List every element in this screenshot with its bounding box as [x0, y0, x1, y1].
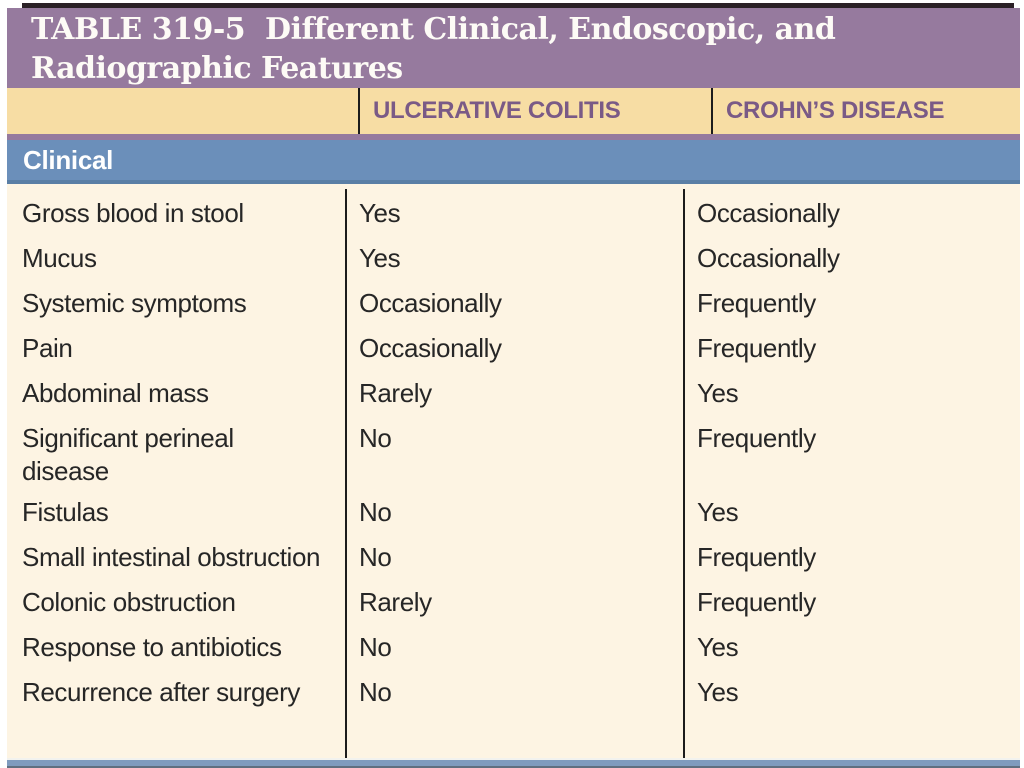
cd-cell: Frequently: [683, 577, 1020, 623]
column-header-ulcerative-colitis: ULCERATIVE COLITIS: [358, 88, 711, 135]
table-row: Systemic symptoms Occasionally Frequentl…: [7, 278, 1020, 324]
comparison-table: TABLE 319-5 Different Clinical, Endoscop…: [7, 8, 1020, 768]
cd-cell: Frequently: [683, 532, 1020, 578]
feature-cell: Small intestinal obstruction: [22, 541, 321, 572]
column-header-blank: [7, 88, 358, 134]
section-header-clinical: Clinical: [7, 140, 1020, 184]
uc-cell: Rarely: [345, 577, 683, 623]
table-row: Significant perineal disease No Frequent…: [7, 413, 1020, 488]
column-header-crohns-disease: CROHN’S DISEASE: [711, 88, 1020, 135]
table-body: Gross blood in stool Yes Occasionally Mu…: [7, 183, 1020, 758]
uc-cell: No: [345, 487, 683, 533]
feature-cell: Fistulas: [22, 496, 109, 527]
uc-cell: No: [345, 622, 683, 668]
table-row-spacer: [7, 712, 1020, 758]
cd-cell: Occasionally: [683, 188, 1020, 234]
feature-cell: Gross blood in stool: [22, 197, 244, 228]
uc-cell: Occasionally: [345, 278, 683, 324]
table-row: Colonic obstruction Rarely Frequently: [7, 577, 1020, 623]
table-row: Response to antibiotics No Yes: [7, 622, 1020, 668]
feature-cell: Recurrence after surgery: [22, 676, 300, 707]
feature-cell: Pain: [22, 332, 73, 363]
table-row: Fistulas No Yes: [7, 487, 1020, 533]
cd-cell: Yes: [683, 368, 1020, 414]
feature-cell: Mucus: [22, 242, 97, 273]
feature-cell: Colonic obstruction: [22, 586, 236, 617]
uc-cell: Yes: [345, 233, 683, 279]
table-row: Gross blood in stool Yes Occasionally: [7, 188, 1020, 234]
feature-cell: Abdominal mass: [22, 377, 209, 408]
cd-cell: Frequently: [683, 413, 1020, 488]
divider-strip: [7, 134, 1020, 141]
cd-cell: Frequently: [683, 323, 1020, 369]
feature-cell: Systemic symptoms: [22, 287, 247, 318]
uc-cell: No: [345, 667, 683, 713]
table-title-bar: TABLE 319-5 Different Clinical, Endoscop…: [7, 8, 1020, 88]
column-header-row: ULCERATIVE COLITIS CROHN’S DISEASE: [7, 88, 1020, 135]
table-row: Mucus Yes Occasionally: [7, 233, 1020, 279]
uc-cell: No: [345, 413, 683, 488]
feature-cell: Significant perineal disease: [22, 422, 234, 486]
cd-cell: Yes: [683, 667, 1020, 713]
feature-cell: Response to antibiotics: [22, 631, 282, 662]
table-row: Abdominal mass Rarely Yes: [7, 368, 1020, 414]
uc-cell: No: [345, 532, 683, 578]
table-row: Recurrence after surgery No Yes: [7, 667, 1020, 713]
top-rule: [22, 3, 1014, 8]
table-row: Pain Occasionally Frequently: [7, 323, 1020, 369]
section-label: Clinical: [23, 144, 114, 175]
uc-cell: Occasionally: [345, 323, 683, 369]
cd-cell: Yes: [683, 622, 1020, 668]
uc-cell: Rarely: [345, 368, 683, 414]
cd-cell: Occasionally: [683, 233, 1020, 279]
table-row: Small intestinal obstruction No Frequent…: [7, 532, 1020, 578]
bottom-rule: [7, 757, 1020, 768]
table-title: TABLE 319-5 Different Clinical, Endoscop…: [31, 12, 846, 86]
cd-cell: Yes: [683, 487, 1020, 533]
uc-cell: Yes: [345, 188, 683, 234]
cd-cell: Frequently: [683, 278, 1020, 324]
